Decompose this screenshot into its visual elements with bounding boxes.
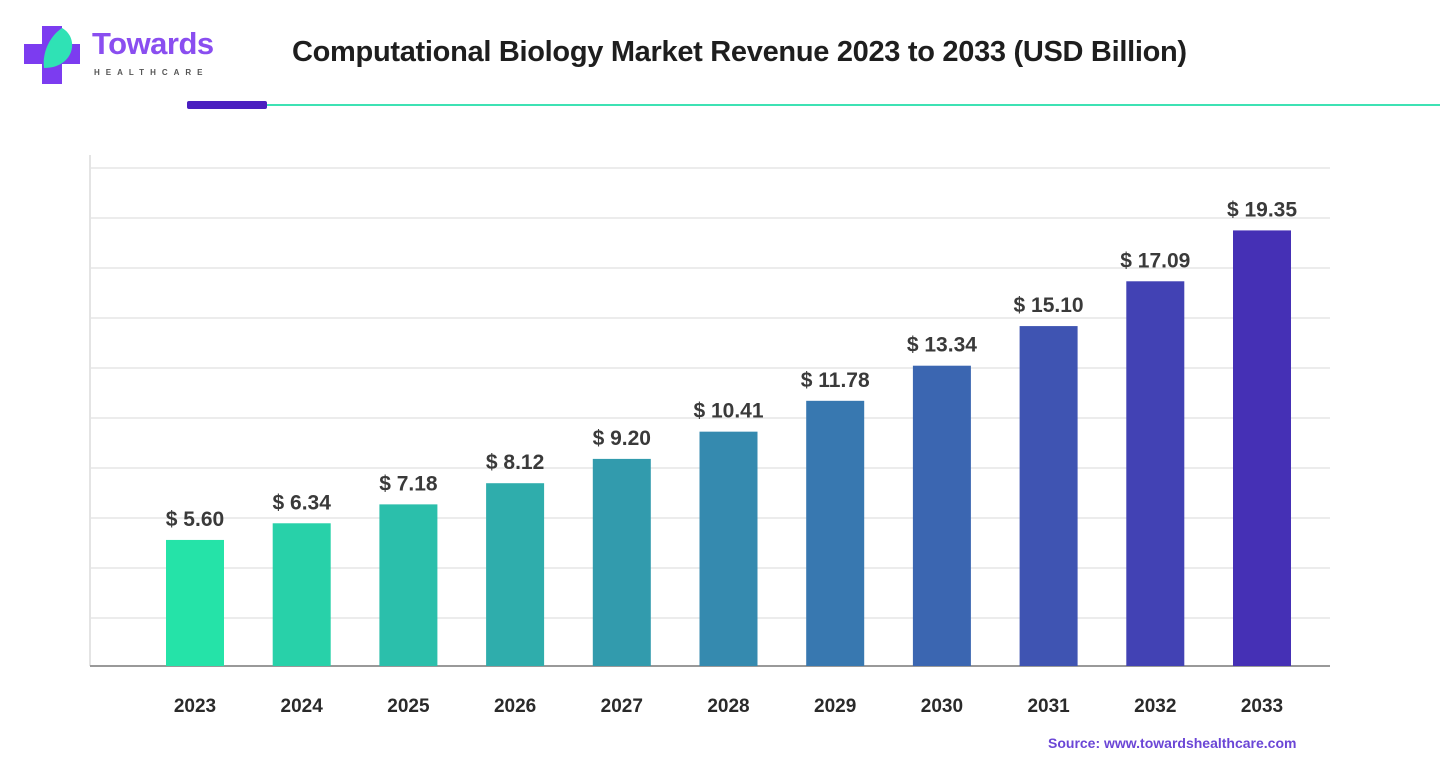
bar-2025	[379, 504, 438, 666]
data-label-2031: $ 15.10	[1014, 294, 1084, 317]
title-underline-accent	[187, 101, 267, 109]
x-tick-2028: 2028	[707, 696, 749, 717]
bar-2030	[912, 365, 971, 666]
x-tick-2026: 2026	[494, 696, 536, 717]
brand-name: Towards	[92, 26, 214, 61]
bar-2026	[486, 483, 545, 666]
x-tick-2029: 2029	[814, 696, 856, 717]
x-tick-2025: 2025	[387, 696, 430, 717]
x-tick-2033: 2033	[1241, 696, 1283, 717]
x-tick-2031: 2031	[1027, 696, 1070, 717]
bar-2023	[166, 539, 224, 666]
data-label-2029: $ 11.78	[801, 369, 870, 392]
bar-2024	[272, 523, 331, 666]
data-label-2023: $ 5.60	[166, 508, 224, 531]
data-label-2033: $ 19.35	[1227, 198, 1297, 221]
chart-title: Computational Biology Market Revenue 202…	[292, 36, 1187, 68]
bar-2031	[1019, 326, 1078, 666]
x-tick-2030: 2030	[921, 696, 963, 717]
medical-cross-leaf-icon	[24, 26, 80, 84]
data-label-2032: $ 17.09	[1120, 249, 1190, 272]
bar-2033	[1233, 230, 1291, 666]
x-tick-2023: 2023	[174, 696, 216, 717]
bar-2028	[699, 431, 758, 666]
logo: Towards HEALTHCARE	[22, 24, 232, 86]
data-label-2026: $ 8.12	[486, 451, 544, 474]
title-underline	[267, 104, 1440, 106]
x-tick-2032: 2032	[1134, 696, 1176, 717]
bar-2027	[592, 458, 651, 666]
brand-sub: HEALTHCARE	[94, 68, 209, 77]
data-label-2028: $ 10.41	[693, 400, 763, 423]
x-tick-2024: 2024	[281, 696, 324, 717]
x-tick-2027: 2027	[601, 696, 643, 717]
data-label-2030: $ 13.34	[907, 334, 977, 357]
bar-2029	[806, 400, 865, 666]
data-label-2025: $ 7.18	[379, 472, 438, 495]
bar-2032	[1126, 281, 1185, 666]
source-text: Source: www.towardshealthcare.com	[1048, 735, 1297, 751]
data-label-2024: $ 6.34	[273, 491, 332, 514]
data-label-2027: $ 9.20	[593, 427, 651, 450]
